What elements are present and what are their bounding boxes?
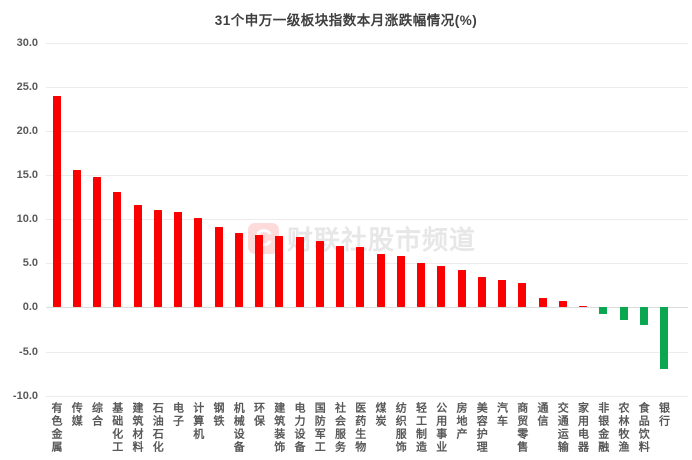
bar-轻工制造 [417, 262, 425, 308]
y-tick-label: 25.0 [16, 81, 38, 94]
bar-公用事业 [437, 266, 446, 308]
y-tick-label: 5.0 [22, 257, 38, 270]
bar-传媒 [72, 169, 81, 308]
gridline [46, 131, 688, 133]
category-label-钢铁: 钢铁 [212, 402, 224, 428]
category-label-有色金属: 有色金属 [50, 402, 62, 454]
category-label-轻工制造: 轻工制造 [414, 402, 427, 454]
gridline [46, 263, 688, 265]
chart-title: 31个申万一级板块指数本月涨跌幅情况(%) [214, 13, 478, 28]
bar-房地产 [457, 269, 466, 308]
bar-社会服务 [336, 245, 344, 308]
category-label-建筑装饰: 建筑装饰 [272, 402, 285, 454]
category-label-基础化工: 基础化工 [110, 402, 123, 454]
y-tick-label: 15.0 [16, 169, 38, 182]
category-label-国防军工: 国防军工 [313, 402, 326, 454]
bar-家用电器 [579, 305, 587, 308]
gridline [46, 219, 688, 221]
bar-煤炭 [376, 253, 385, 308]
category-label-计算机: 计算机 [191, 402, 204, 441]
bar-通信 [538, 297, 547, 308]
category-label-纺织服饰: 纺织服饰 [394, 402, 407, 454]
gridline [46, 351, 688, 353]
category-label-环保: 环保 [252, 402, 265, 428]
category-label-商贸零售: 商贸零售 [515, 402, 528, 454]
category-label-医药生物: 医药生物 [353, 402, 366, 454]
bar-计算机 [194, 218, 203, 308]
gridline [46, 175, 688, 177]
bar-建筑装饰 [275, 236, 284, 308]
category-label-煤炭: 煤炭 [374, 402, 386, 428]
category-label-交通运输: 交通运输 [556, 402, 569, 454]
category-label-农林牧渔: 农林牧渔 [617, 402, 629, 454]
category-label-非银金融: 非银金融 [596, 402, 609, 454]
bar-食品饮料 [639, 307, 648, 325]
bar-电子 [174, 212, 182, 308]
category-label-传媒: 传媒 [70, 402, 83, 428]
bar-纺织服饰 [396, 256, 405, 308]
bar-机械设备 [234, 233, 243, 308]
bar-汽车 [498, 280, 506, 308]
y-tick-label: 20.0 [16, 125, 38, 138]
category-label-建筑材料: 建筑材料 [131, 402, 143, 454]
y-tick-label: 0.0 [22, 301, 38, 314]
bar-环保 [255, 235, 263, 308]
category-label-食品饮料: 食品饮料 [637, 402, 650, 454]
y-tick-label: 10.0 [16, 213, 38, 226]
gridline [46, 87, 688, 89]
bar-农林牧渔 [619, 307, 628, 320]
bar-非银金融 [599, 307, 608, 315]
category-label-公用事业: 公用事业 [434, 402, 447, 454]
category-label-房地产: 房地产 [455, 402, 467, 441]
category-label-社会服务: 社会服务 [333, 402, 346, 454]
category-label-综合: 综合 [90, 402, 103, 428]
zero-gridline [46, 307, 688, 309]
bar-石油石化 [153, 209, 162, 308]
bar-银行 [660, 307, 668, 370]
category-label-家用电器: 家用电器 [576, 402, 589, 454]
category-label-通信: 通信 [536, 402, 548, 428]
bar-美容护理 [477, 277, 486, 308]
bar-有色金属 [52, 95, 61, 308]
y-tick-label: -10.0 [12, 389, 38, 402]
bar-电力设备 [295, 236, 304, 308]
bar-综合 [93, 177, 101, 308]
category-label-美容护理: 美容护理 [475, 402, 488, 454]
category-label-电力设备: 电力设备 [293, 402, 305, 454]
category-label-机械设备: 机械设备 [232, 402, 245, 454]
gridline [46, 43, 688, 44]
category-label-电子: 电子 [171, 402, 184, 428]
category-label-汽车: 汽车 [495, 402, 508, 428]
bar-基础化工 [113, 192, 122, 308]
bar-钢铁 [214, 227, 223, 308]
bar-国防军工 [315, 241, 324, 308]
bar-医药生物 [356, 246, 365, 308]
category-label-石油石化: 石油石化 [151, 402, 164, 454]
category-label-银行: 银行 [657, 402, 670, 428]
y-tick-label: -5.0 [19, 345, 38, 358]
bar-建筑材料 [133, 205, 142, 308]
gridline [46, 395, 688, 397]
bar-商贸零售 [518, 282, 527, 308]
y-tick-label: 30.0 [16, 37, 38, 49]
bar-交通运输 [558, 301, 567, 308]
